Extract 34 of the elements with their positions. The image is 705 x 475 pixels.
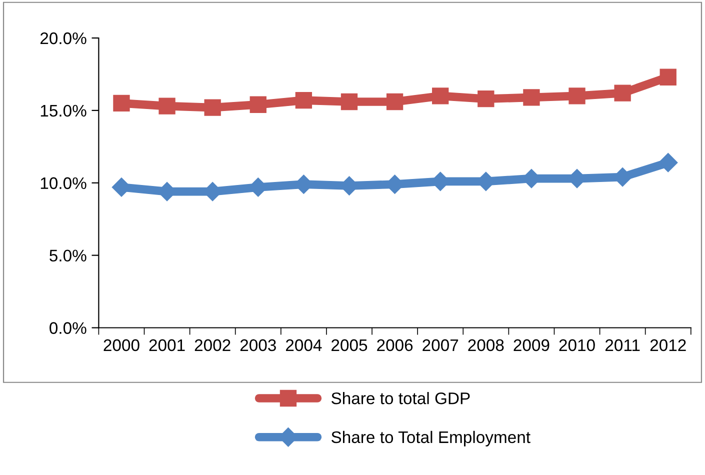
point [568,88,586,104]
point [523,89,540,106]
point [113,94,130,112]
point [295,92,312,109]
point [204,99,221,116]
x-tick-label: 2005 [332,339,368,352]
x-tick-label: 2002 [194,339,230,352]
point [386,93,404,110]
y-tick-label: 0.0% [50,322,86,334]
point [658,153,678,172]
y-tick-label: 5.0% [50,250,86,262]
x-tick-label: 2010 [559,339,595,352]
point [432,88,449,104]
point [478,90,494,108]
x-tick-label: 2000 [104,339,140,352]
x-tick-label: 2009 [514,339,550,352]
point [250,96,266,113]
x-tick-label: 2008 [468,339,504,352]
x-tick-label: 2011 [605,339,640,352]
x-tick-label: 2004 [286,339,322,352]
point [340,93,358,110]
x-tick-label: 2003 [240,339,276,352]
x-tick-label: 2001 [149,339,185,352]
legend-label: Share to total GDP [332,392,470,404]
point [158,98,176,114]
x-tick-label: 2006 [377,339,413,352]
legend-label: Share to Total Employment [332,430,530,446]
x-tick-label: 2012 [650,339,686,352]
y-tick-label: 10.0% [40,177,86,190]
y-tick-label: 20.0% [40,32,86,44]
x-tick-label: 2007 [422,339,458,352]
y-tick-label: 15.0% [40,104,86,117]
point [614,84,631,102]
point [660,68,676,86]
